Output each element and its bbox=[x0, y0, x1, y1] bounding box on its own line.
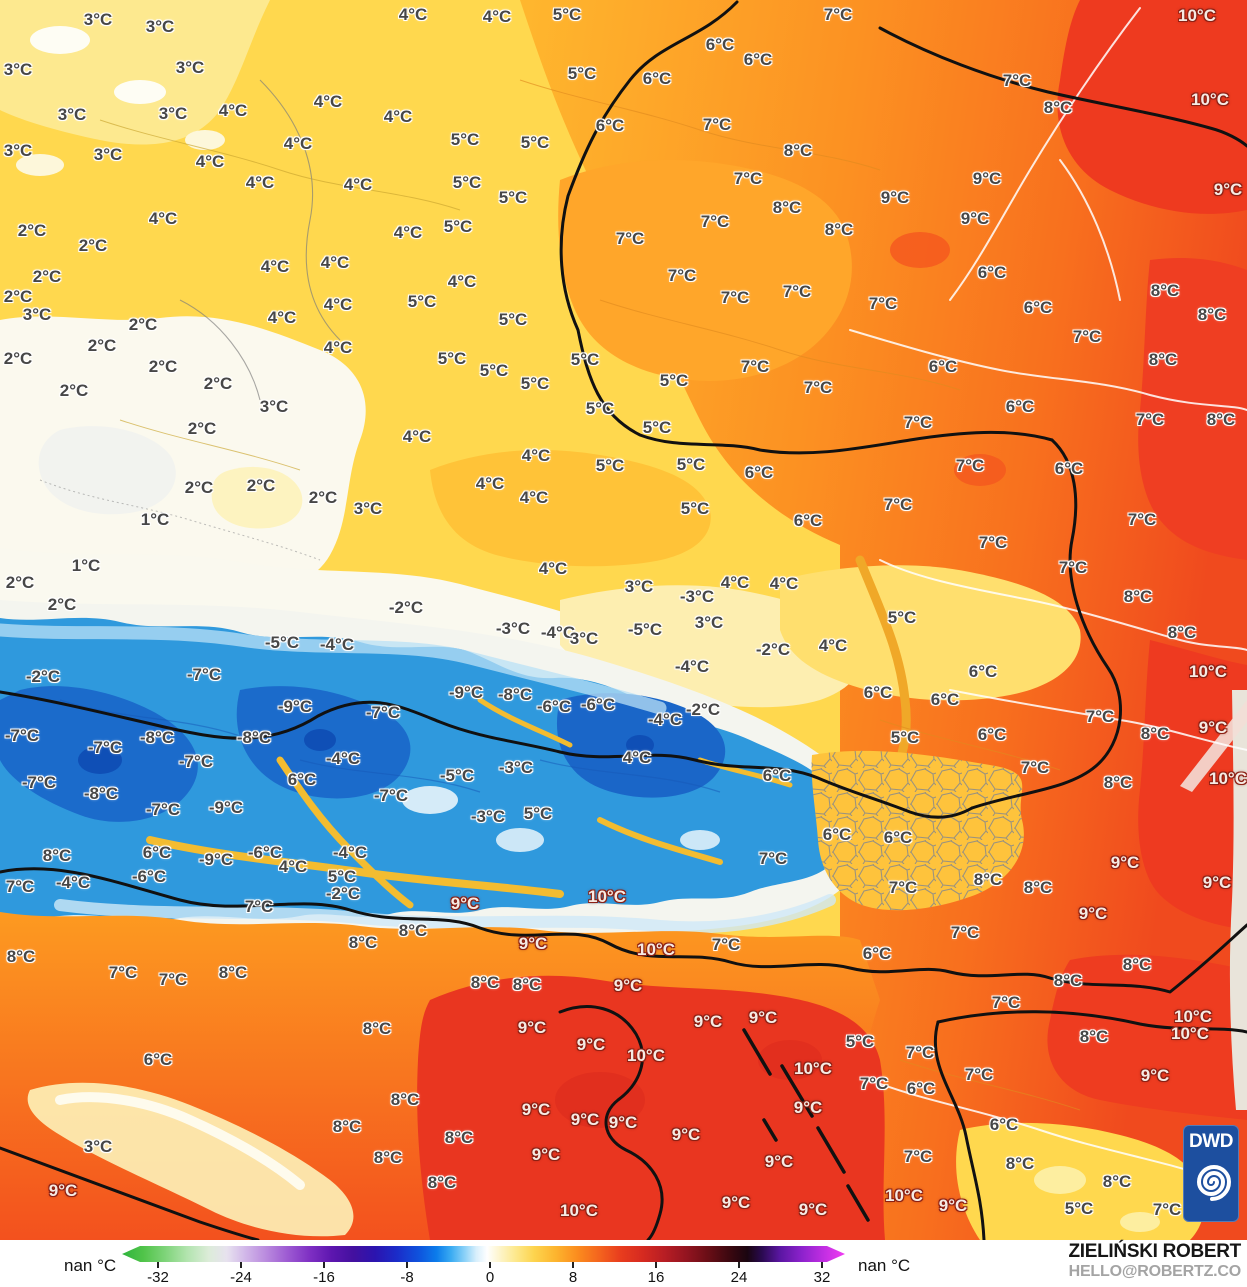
contour-lines bbox=[39, 79, 1081, 1111]
legend-tick bbox=[240, 1262, 242, 1268]
region-alps-cold bbox=[0, 617, 848, 920]
adriatic-islands bbox=[742, 1028, 870, 1222]
legend-tick bbox=[323, 1262, 325, 1268]
legend-tick-label: 16 bbox=[647, 1269, 665, 1286]
dwd-logo-text: DWD bbox=[1189, 1131, 1233, 1152]
nodata-stripe bbox=[1180, 700, 1247, 792]
legend-tick-label: 8 bbox=[568, 1269, 578, 1286]
region-pale-plain bbox=[0, 316, 366, 616]
municipal-mesh bbox=[811, 750, 1024, 911]
temperature-field-graphic bbox=[0, 0, 1247, 1240]
legend: nan °C -32 -24 -16 -8 0 8 16 24 32 nan °C ZIELIŃ… bbox=[0, 1240, 1247, 1287]
legend-tick bbox=[157, 1262, 159, 1268]
dwd-spiral-icon bbox=[1196, 1165, 1232, 1201]
legend-tick-label: 24 bbox=[730, 1269, 748, 1286]
attribution: ZIELIŃSKI ROBERT HELLO@ROBERTZ.CO bbox=[1068, 1241, 1241, 1281]
legend-tick-label: -32 bbox=[147, 1269, 169, 1286]
admin-borders bbox=[849, 7, 1247, 1181]
legend-colorbar bbox=[122, 1246, 845, 1262]
legend-tick-label: 0 bbox=[485, 1269, 495, 1286]
legend-tick bbox=[489, 1262, 491, 1268]
legend-tick-label: -8 bbox=[400, 1269, 414, 1286]
attribution-email: HELLO@ROBERTZ.CO bbox=[1068, 1262, 1242, 1280]
legend-tick bbox=[572, 1262, 574, 1268]
legend-tick bbox=[821, 1262, 823, 1268]
legend-tick-label: -16 bbox=[313, 1269, 335, 1286]
temperature-map: 3°C 3°C 4°C 4°C 5°C 6°C 6°C 7°C 10°C 3°C 3°C 5°C 6°C… bbox=[0, 0, 1247, 1240]
legend-nan-left: nan °C bbox=[64, 1256, 117, 1275]
region-adriatic-hot bbox=[417, 975, 885, 1240]
dwd-logo: DWD bbox=[1183, 1125, 1239, 1222]
country-borders bbox=[0, 0, 1247, 1240]
legend-tick bbox=[406, 1262, 408, 1268]
attribution-name: ZIELIŃSKI ROBERT bbox=[1068, 1241, 1241, 1262]
legend-tick-label: 32 bbox=[813, 1269, 831, 1286]
legend-tick-label: -24 bbox=[230, 1269, 252, 1286]
legend-nan-right: nan °C bbox=[858, 1256, 911, 1275]
legend-tick bbox=[655, 1262, 657, 1268]
legend-tick bbox=[738, 1262, 740, 1268]
